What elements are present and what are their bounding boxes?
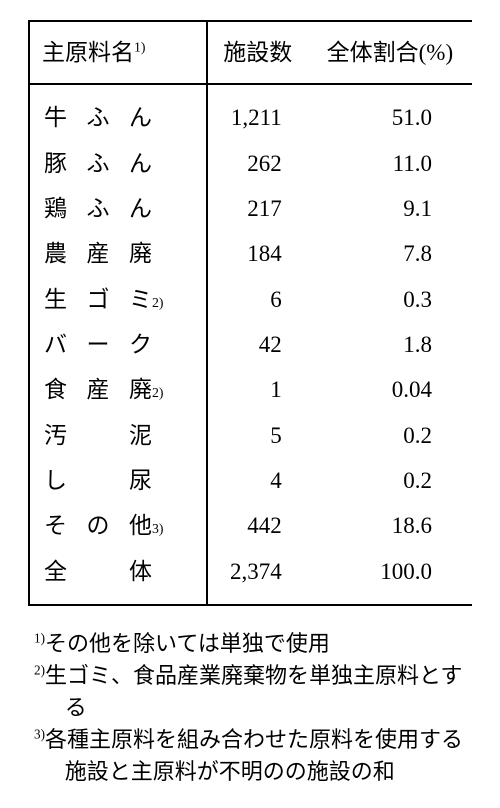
materials-table: 主原料名1) 施設数 全体割合(%) 牛ふん1,21151.0豚ふん26211.…: [28, 20, 472, 606]
count-cell: 262: [207, 141, 308, 186]
count-cell: 2,374: [207, 549, 308, 605]
material-name-cell: 汚泥: [29, 413, 207, 458]
percent-cell: 7.8: [308, 231, 472, 276]
material-name-cell: 食産廃2): [29, 367, 207, 412]
count-cell: 442: [207, 503, 308, 548]
table-header-row: 主原料名1) 施設数 全体割合(%): [29, 21, 472, 84]
header-count: 施設数: [207, 21, 308, 84]
percent-cell: 9.1: [308, 186, 472, 231]
percent-cell: 0.2: [308, 413, 472, 458]
material-name-cell: バーク: [29, 322, 207, 367]
table-row: 全体2,374100.0: [29, 549, 472, 605]
material-name-cell: 鶏ふん: [29, 186, 207, 231]
material-name-cell: 農産廃: [29, 231, 207, 276]
count-cell: 1,211: [207, 84, 308, 140]
count-cell: 5: [207, 413, 308, 458]
footnote: 1)その他を除いては単独で使用: [34, 628, 472, 660]
table-row: 生ゴミ2)60.3: [29, 277, 472, 322]
count-cell: 4: [207, 458, 308, 503]
material-name-cell: 生ゴミ2): [29, 277, 207, 322]
count-cell: 184: [207, 231, 308, 276]
header-percent: 全体割合(%): [308, 21, 472, 84]
material-name-cell: その他3): [29, 503, 207, 548]
count-cell: 1: [207, 367, 308, 412]
table-row: 農産廃1847.8: [29, 231, 472, 276]
count-cell: 42: [207, 322, 308, 367]
footnotes: 1)その他を除いては単独で使用2)生ゴミ、食品産業廃棄物を単独主原料とする3)各…: [28, 628, 472, 787]
percent-cell: 18.6: [308, 503, 472, 548]
material-name-cell: 豚ふん: [29, 141, 207, 186]
footnote: 3)各種主原料を組み合わせた原料を使用する施設と主原料が不明のの施設の和: [34, 724, 472, 788]
table-row: 豚ふん26211.0: [29, 141, 472, 186]
table-row: 汚泥50.2: [29, 413, 472, 458]
table-row: し尿40.2: [29, 458, 472, 503]
percent-cell: 51.0: [308, 84, 472, 140]
material-name-cell: し尿: [29, 458, 207, 503]
count-cell: 217: [207, 186, 308, 231]
table-row: バーク421.8: [29, 322, 472, 367]
material-name-cell: 牛ふん: [29, 84, 207, 140]
material-name-cell: 全体: [29, 549, 207, 605]
table-row: その他3)44218.6: [29, 503, 472, 548]
table-row: 牛ふん1,21151.0: [29, 84, 472, 140]
table-row: 食産廃2)10.04: [29, 367, 472, 412]
count-cell: 6: [207, 277, 308, 322]
percent-cell: 1.8: [308, 322, 472, 367]
header-material: 主原料名1): [29, 21, 207, 84]
percent-cell: 0.2: [308, 458, 472, 503]
percent-cell: 11.0: [308, 141, 472, 186]
percent-cell: 0.04: [308, 367, 472, 412]
percent-cell: 0.3: [308, 277, 472, 322]
table-row: 鶏ふん2179.1: [29, 186, 472, 231]
percent-cell: 100.0: [308, 549, 472, 605]
